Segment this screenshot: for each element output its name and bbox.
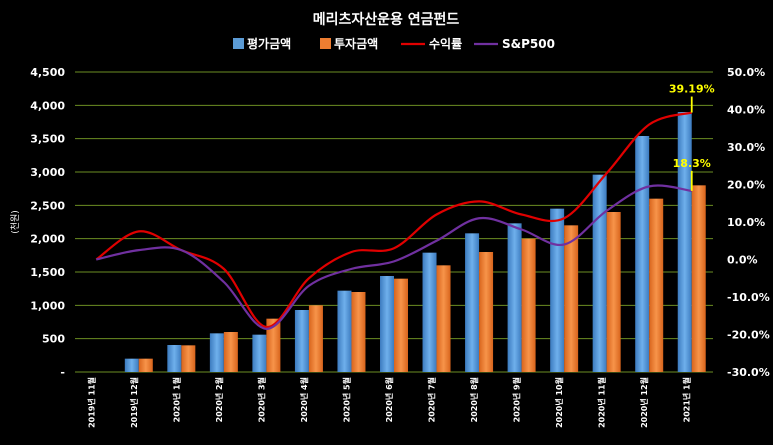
- annotations: 39.19% 18.3%: [669, 83, 715, 191]
- bar-investment: [394, 278, 408, 372]
- bar-investment: [479, 252, 494, 372]
- bar-evaluation: [380, 276, 394, 372]
- left-axis-ticks: - 500 1,000 1,500 2,000 2,500 3,000 3,500 4,000 4…: [30, 66, 65, 379]
- bar-investment: [436, 265, 451, 372]
- chart-title: 메리츠자산운용 연금펀드: [313, 11, 460, 28]
- left-tick-label: 2,500: [30, 199, 65, 212]
- left-tick-label: -: [60, 366, 65, 379]
- x-tick-label: 2020년 5월: [341, 377, 351, 422]
- bar-investment: [521, 238, 536, 372]
- bar-investment: [564, 225, 579, 372]
- left-tick-label: 3,500: [30, 133, 65, 146]
- bar-investment: [351, 292, 366, 372]
- x-tick-label: 2020년 7월: [427, 377, 437, 422]
- right-tick-label: -10.0%: [727, 291, 770, 304]
- bar-evaluation: [337, 290, 352, 372]
- left-tick-label: 3,000: [30, 166, 65, 179]
- x-tick-label: 2020년 2월: [214, 377, 224, 422]
- bar-investment: [266, 318, 281, 372]
- x-tick-label: 2020년 6월: [384, 377, 394, 422]
- x-tick-label: 2020년 3월: [256, 377, 266, 422]
- line-return-rate: [95, 111, 693, 329]
- bar-evaluation: [167, 345, 182, 372]
- legend-swatch: [320, 38, 331, 49]
- left-tick-label: 2,000: [30, 233, 65, 246]
- x-tick-label: 2019년 12월: [129, 377, 139, 428]
- y-axis-label: (천원): [10, 210, 21, 234]
- bar-investment: [606, 212, 621, 372]
- annotation-label: 18.3%: [673, 157, 711, 170]
- line-sp500: [96, 184, 692, 330]
- x-tick-label: 2020년 4월: [299, 377, 309, 422]
- bars: [124, 112, 706, 372]
- right-tick-label: 40.0%: [727, 104, 765, 117]
- bar-evaluation: [465, 233, 480, 372]
- bar-investment: [308, 305, 323, 372]
- annotation-label: 39.19%: [669, 83, 715, 96]
- left-tick-label: 1,000: [30, 299, 65, 312]
- bar-evaluation: [592, 174, 607, 372]
- right-axis-ticks: -30.0% -20.0% -10.0% 0.0% 10.0% 20.0% 30.0% 40.…: [727, 66, 770, 379]
- bar-evaluation: [294, 310, 309, 372]
- left-tick-label: 4,000: [30, 99, 65, 112]
- left-tick-label: 500: [42, 333, 65, 346]
- x-tick-label: 2020년 9월: [512, 377, 522, 422]
- bar-evaluation: [677, 112, 692, 372]
- bar-evaluation: [209, 333, 224, 372]
- legend: 평가금액 투자금액 수익률 S&P500: [233, 36, 555, 51]
- bar-investment: [691, 185, 706, 372]
- right-tick-label: 0.0%: [727, 254, 758, 267]
- bar-investment: [181, 345, 196, 372]
- x-tick-label: 2020년 12월: [639, 377, 649, 428]
- lines: [95, 111, 693, 330]
- left-tick-label: 4,500: [30, 66, 65, 79]
- bar-investment: [223, 332, 238, 372]
- legend-label: 평가금액: [247, 36, 291, 51]
- right-tick-label: -30.0%: [727, 366, 770, 379]
- x-tick-label: 2020년 10월: [554, 377, 564, 428]
- x-tick-label: 2020년 11월: [597, 377, 607, 428]
- bar-evaluation: [124, 358, 139, 372]
- bar-evaluation: [550, 208, 565, 372]
- x-axis-ticks: 2019년 11월 2019년 12월 2020년 1월 2020년 2월 2020년 …: [86, 377, 691, 428]
- right-tick-label: -20.0%: [727, 329, 770, 342]
- bar-evaluation: [422, 252, 437, 372]
- right-tick-label: 50.0%: [727, 66, 765, 79]
- x-tick-label: 2020년 8월: [469, 377, 479, 422]
- left-tick-label: 1,500: [30, 266, 65, 279]
- right-tick-label: 20.0%: [727, 179, 765, 192]
- bar-investment: [649, 198, 664, 372]
- legend-swatch: [233, 38, 244, 49]
- bar-evaluation: [507, 223, 522, 372]
- right-tick-label: 10.0%: [727, 216, 765, 229]
- x-tick-label: 2021년 1월: [682, 377, 692, 422]
- legend-label: 투자금액: [334, 36, 378, 51]
- x-tick-label: 2019년 11월: [86, 377, 96, 428]
- legend-label: 수익률: [429, 37, 462, 51]
- right-tick-label: 30.0%: [727, 141, 765, 154]
- bar-evaluation: [635, 136, 650, 372]
- bar-investment: [138, 358, 153, 372]
- legend-label: S&P500: [502, 37, 555, 51]
- x-tick-label: 2020년 1월: [171, 377, 181, 422]
- bar-evaluation: [252, 334, 267, 372]
